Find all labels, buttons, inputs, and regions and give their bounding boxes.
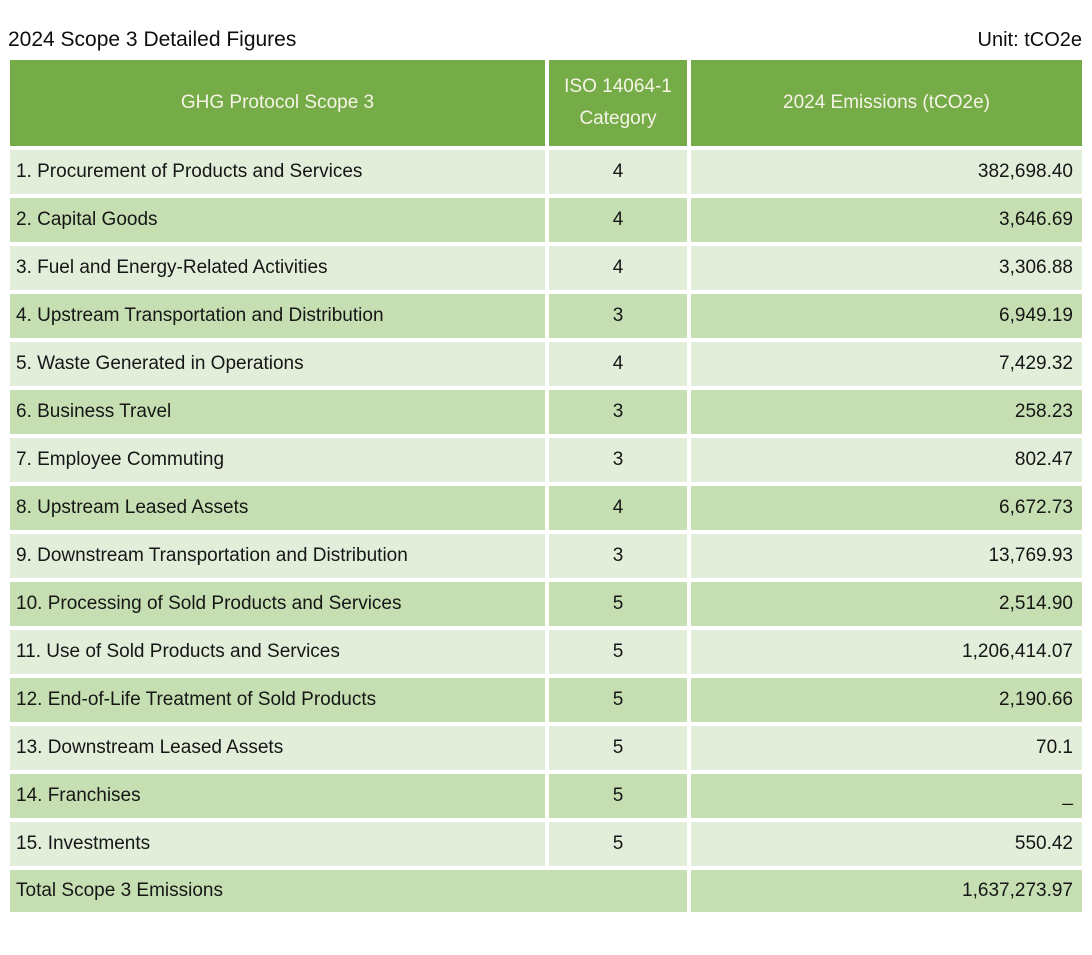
table-row: 9. Downstream Transportation and Distrib… [10, 534, 1082, 578]
table-row: 3. Fuel and Energy-Related Activities 4 … [10, 246, 1082, 290]
iso-category-cell: 4 [549, 486, 687, 530]
iso-category-cell: 5 [549, 630, 687, 674]
category-name-cell: 13. Downstream Leased Assets [10, 726, 545, 770]
emissions-value-cell: 3,646.69 [691, 198, 1082, 242]
iso-category-cell: 4 [549, 198, 687, 242]
unit-label: Unit: tCO2e [977, 29, 1082, 51]
table-row: 10. Processing of Sold Products and Serv… [10, 582, 1082, 626]
table-row: 15. Investments 5 550.42 [10, 822, 1082, 866]
iso-category-cell: 5 [549, 678, 687, 722]
total-label-cell: Total Scope 3 Emissions [10, 870, 687, 912]
emissions-value-cell: 550.42 [691, 822, 1082, 866]
table-row: 11. Use of Sold Products and Services 5 … [10, 630, 1082, 674]
category-name-cell: 9. Downstream Transportation and Distrib… [10, 534, 545, 578]
header-iso-category-line2: Category [579, 108, 657, 129]
emissions-value-cell: 7,429.32 [691, 342, 1082, 386]
iso-category-cell: 3 [549, 438, 687, 482]
table-row: 7. Employee Commuting 3 802.47 [10, 438, 1082, 482]
emissions-value-cell: 13,769.93 [691, 534, 1082, 578]
table-row: 13. Downstream Leased Assets 5 70.1 [10, 726, 1082, 770]
emissions-value-cell: 2,514.90 [691, 582, 1082, 626]
category-name-cell: 15. Investments [10, 822, 545, 866]
category-name-cell: 6. Business Travel [10, 390, 545, 434]
table-row: 4. Upstream Transportation and Distribut… [10, 294, 1082, 338]
iso-category-cell: 4 [549, 342, 687, 386]
iso-category-cell: 5 [549, 582, 687, 626]
category-name-cell: 12. End-of-Life Treatment of Sold Produc… [10, 678, 545, 722]
category-name-cell: 10. Processing of Sold Products and Serv… [10, 582, 545, 626]
category-name-cell: 8. Upstream Leased Assets [10, 486, 545, 530]
emissions-value-cell: 6,949.19 [691, 294, 1082, 338]
emissions-value-cell: 2,190.66 [691, 678, 1082, 722]
table-row: 6. Business Travel 3 258.23 [10, 390, 1082, 434]
emissions-value-cell: _ [691, 774, 1082, 818]
header-2024-emissions: 2024 Emissions (tCO2e) [691, 60, 1082, 146]
table-row: 2. Capital Goods 4 3,646.69 [10, 198, 1082, 242]
iso-category-cell: 3 [549, 294, 687, 338]
emissions-value-cell: 6,672.73 [691, 486, 1082, 530]
scope3-emissions-table: GHG Protocol Scope 3 ISO 14064-1 Categor… [6, 56, 1086, 916]
iso-category-cell: 5 [549, 822, 687, 866]
emissions-value-cell: 3,306.88 [691, 246, 1082, 290]
header-ghg-protocol-scope3: GHG Protocol Scope 3 [10, 60, 545, 146]
category-name-cell: 4. Upstream Transportation and Distribut… [10, 294, 545, 338]
category-name-cell: 1. Procurement of Products and Services [10, 150, 545, 194]
iso-category-cell: 5 [549, 774, 687, 818]
category-name-cell: 11. Use of Sold Products and Services [10, 630, 545, 674]
emissions-value-cell: 1,206,414.07 [691, 630, 1082, 674]
emissions-value-cell: 70.1 [691, 726, 1082, 770]
table-row: 14. Franchises 5 _ [10, 774, 1082, 818]
category-name-cell: 3. Fuel and Energy-Related Activities [10, 246, 545, 290]
emissions-value-cell: 802.47 [691, 438, 1082, 482]
iso-category-cell: 5 [549, 726, 687, 770]
total-value-cell: 1,637,273.97 [691, 870, 1082, 912]
title-bar: 2024 Scope 3 Detailed Figures Unit: tCO2… [8, 24, 1082, 52]
category-name-cell: 7. Employee Commuting [10, 438, 545, 482]
table-row: 12. End-of-Life Treatment of Sold Produc… [10, 678, 1082, 722]
iso-category-cell: 3 [549, 534, 687, 578]
table-row: 1. Procurement of Products and Services … [10, 150, 1082, 194]
iso-category-cell: 4 [549, 150, 687, 194]
page-title: 2024 Scope 3 Detailed Figures [8, 28, 297, 51]
header-iso-category-line1: ISO 14064-1 [564, 76, 672, 97]
category-name-cell: 2. Capital Goods [10, 198, 545, 242]
table-row: 5. Waste Generated in Operations 4 7,429… [10, 342, 1082, 386]
emissions-value-cell: 382,698.40 [691, 150, 1082, 194]
table-row: 8. Upstream Leased Assets 4 6,672.73 [10, 486, 1082, 530]
category-name-cell: 14. Franchises [10, 774, 545, 818]
iso-category-cell: 3 [549, 390, 687, 434]
category-name-cell: 5. Waste Generated in Operations [10, 342, 545, 386]
table-header-row: GHG Protocol Scope 3 ISO 14064-1 Categor… [10, 60, 1082, 146]
total-row: Total Scope 3 Emissions 1,637,273.97 [10, 870, 1082, 912]
iso-category-cell: 4 [549, 246, 687, 290]
header-iso-category: ISO 14064-1 Category [549, 60, 687, 146]
emissions-value-cell: 258.23 [691, 390, 1082, 434]
